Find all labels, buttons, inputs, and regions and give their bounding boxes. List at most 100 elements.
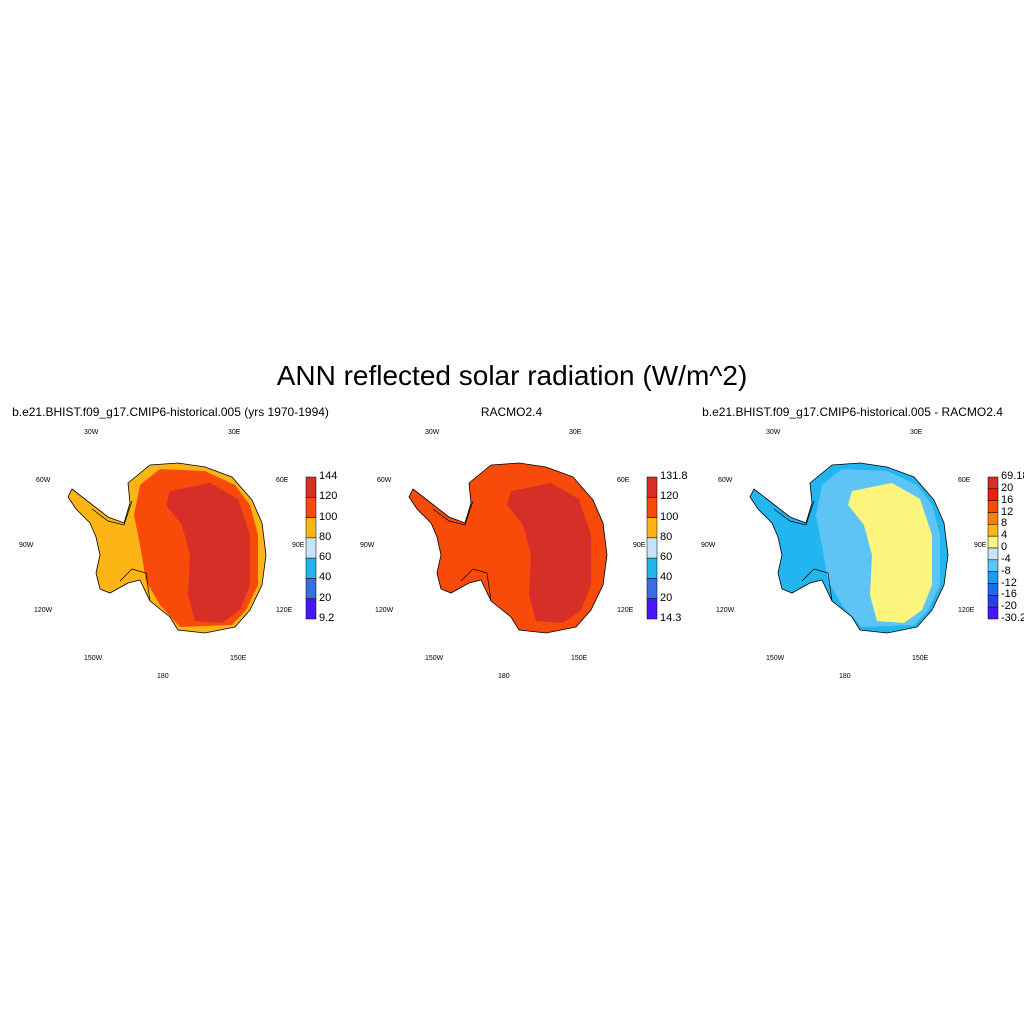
map-panel-difference: b.e21.BHIST.f09_g17.CMIP6-historical.005… [682,405,1024,695]
longitude-label: 30W [766,429,781,436]
colorbar-label: 80 [319,530,332,543]
longitude-label: 30E [228,429,241,436]
panel-title: b.e21.BHIST.f09_g17.CMIP6-historical.005… [702,405,1003,419]
colorbar-segment [987,571,999,584]
colorbar-label: 144 [319,470,338,482]
longitude-label: 150E [230,655,247,662]
colorbar-segment [987,512,999,525]
longitude-label: 120E [276,607,293,614]
colorbar-segment [987,606,999,620]
colorbar-segment [646,517,658,539]
colorbar-segment [987,595,999,608]
colorbar-segment [305,557,317,579]
colorbar-segment [987,583,999,596]
colorbar-segment [646,598,658,620]
colorbar-label: 4 [1001,529,1008,542]
colorbar-label: 20 [660,591,673,604]
ice-sheet-inner-region [848,483,932,623]
colorbar-segment [987,547,999,561]
antarctica-map [67,462,317,634]
longitude-label: 60W [377,477,392,484]
colorbar-segment [305,578,317,599]
colorbar-segment [646,497,658,518]
colorbar-label: -30.2 [1001,612,1024,624]
colorbar-segment [987,500,999,513]
colorbar-label: 120 [660,490,679,503]
panel-title: RACMO2.4 [480,405,543,419]
colorbar-label: 14.3 [660,612,682,624]
colorbar-label: 131.8 [660,470,688,482]
colorbar-label: 60 [319,551,332,564]
colorbar-label: 0 [1001,541,1008,553]
ice-sheet-inner-region [507,483,591,623]
colorbar-segment [646,557,658,579]
map-panel-racmo: RACMO2.4 30W 30E 60W 60E 90W 90E 120W 120E 150W 1… [341,405,688,695]
colorbar-label: -16 [1001,588,1017,601]
colorbar-label: -20 [1001,600,1017,613]
panel-title: b.e21.BHIST.f09_g17.CMIP6-historical.005… [12,405,329,419]
longitude-label: 90E [292,542,305,549]
longitude-label: 60W [718,477,733,484]
longitude-label: 120W [34,607,53,614]
longitude-label: 30E [569,429,582,436]
longitude-label: 90W [19,542,34,549]
ice-sheet-inner-region [166,483,250,623]
colorbar-segment [987,488,999,501]
colorbar-label: 120 [319,490,338,503]
colorbar-segment [305,537,317,559]
colorbar-segment [987,559,999,572]
longitude-label: 180 [157,673,169,680]
colorbar-label: 69.18 [1001,470,1024,482]
antarctica-map [749,462,999,634]
colorbar-segment [305,517,317,539]
colorbar-segment [305,476,317,498]
colorbar-segment [646,537,658,559]
colorbar-label: -12 [1001,576,1017,589]
longitude-label: 120E [958,607,975,614]
colorbar-label: 100 [660,510,679,523]
colorbar-segment [646,578,658,599]
longitude-label: 180 [498,673,510,680]
colorbar-label: -4 [1001,552,1011,565]
coastline [67,462,267,634]
longitude-label: 60W [36,477,51,484]
longitude-label: 60E [958,477,971,484]
colorbar-label: 9.2 [319,612,335,624]
longitude-label: 60E [276,477,289,484]
colorbar-label: 60 [660,551,673,564]
longitude-label: 90W [701,542,716,549]
colorbar-segment [987,476,999,490]
antarctica-map [408,462,658,634]
longitude-label: 90W [360,542,375,549]
colorbar-label: 80 [660,530,673,543]
longitude-label: 30W [425,429,440,436]
longitude-label: 120W [375,607,394,614]
longitude-label: 150W [425,655,444,662]
colorbar-label: 100 [319,510,338,523]
longitude-label: 180 [839,673,851,680]
colorbar-label: 8 [1001,517,1008,530]
colorbar-segment [305,598,317,620]
longitude-label: 120E [617,607,634,614]
colorbar-segment [646,476,658,498]
longitude-label: 150W [766,655,785,662]
longitude-label: 120W [716,607,735,614]
colorbar-segment [987,524,999,537]
colorbar-label: 40 [319,571,332,584]
colorbar-label: 20 [1001,481,1014,494]
ice-shelf-line [432,500,492,602]
coastline [408,462,608,634]
longitude-label: 150E [912,655,929,662]
ice-shelf-line [91,500,151,602]
colorbar-label: 12 [1001,505,1014,518]
longitude-label: 90E [633,542,646,549]
coastline [749,462,949,634]
figure-title: ANN reflected solar radiation (W/m^2) [276,360,748,391]
longitude-label: 30E [910,429,923,436]
colorbar-label: 20 [319,591,332,604]
ice-shelf-line [773,500,833,602]
longitude-label: 150W [84,655,103,662]
longitude-label: 90E [974,542,987,549]
longitude-label: 30W [84,429,99,436]
longitude-label: 60E [617,477,630,484]
